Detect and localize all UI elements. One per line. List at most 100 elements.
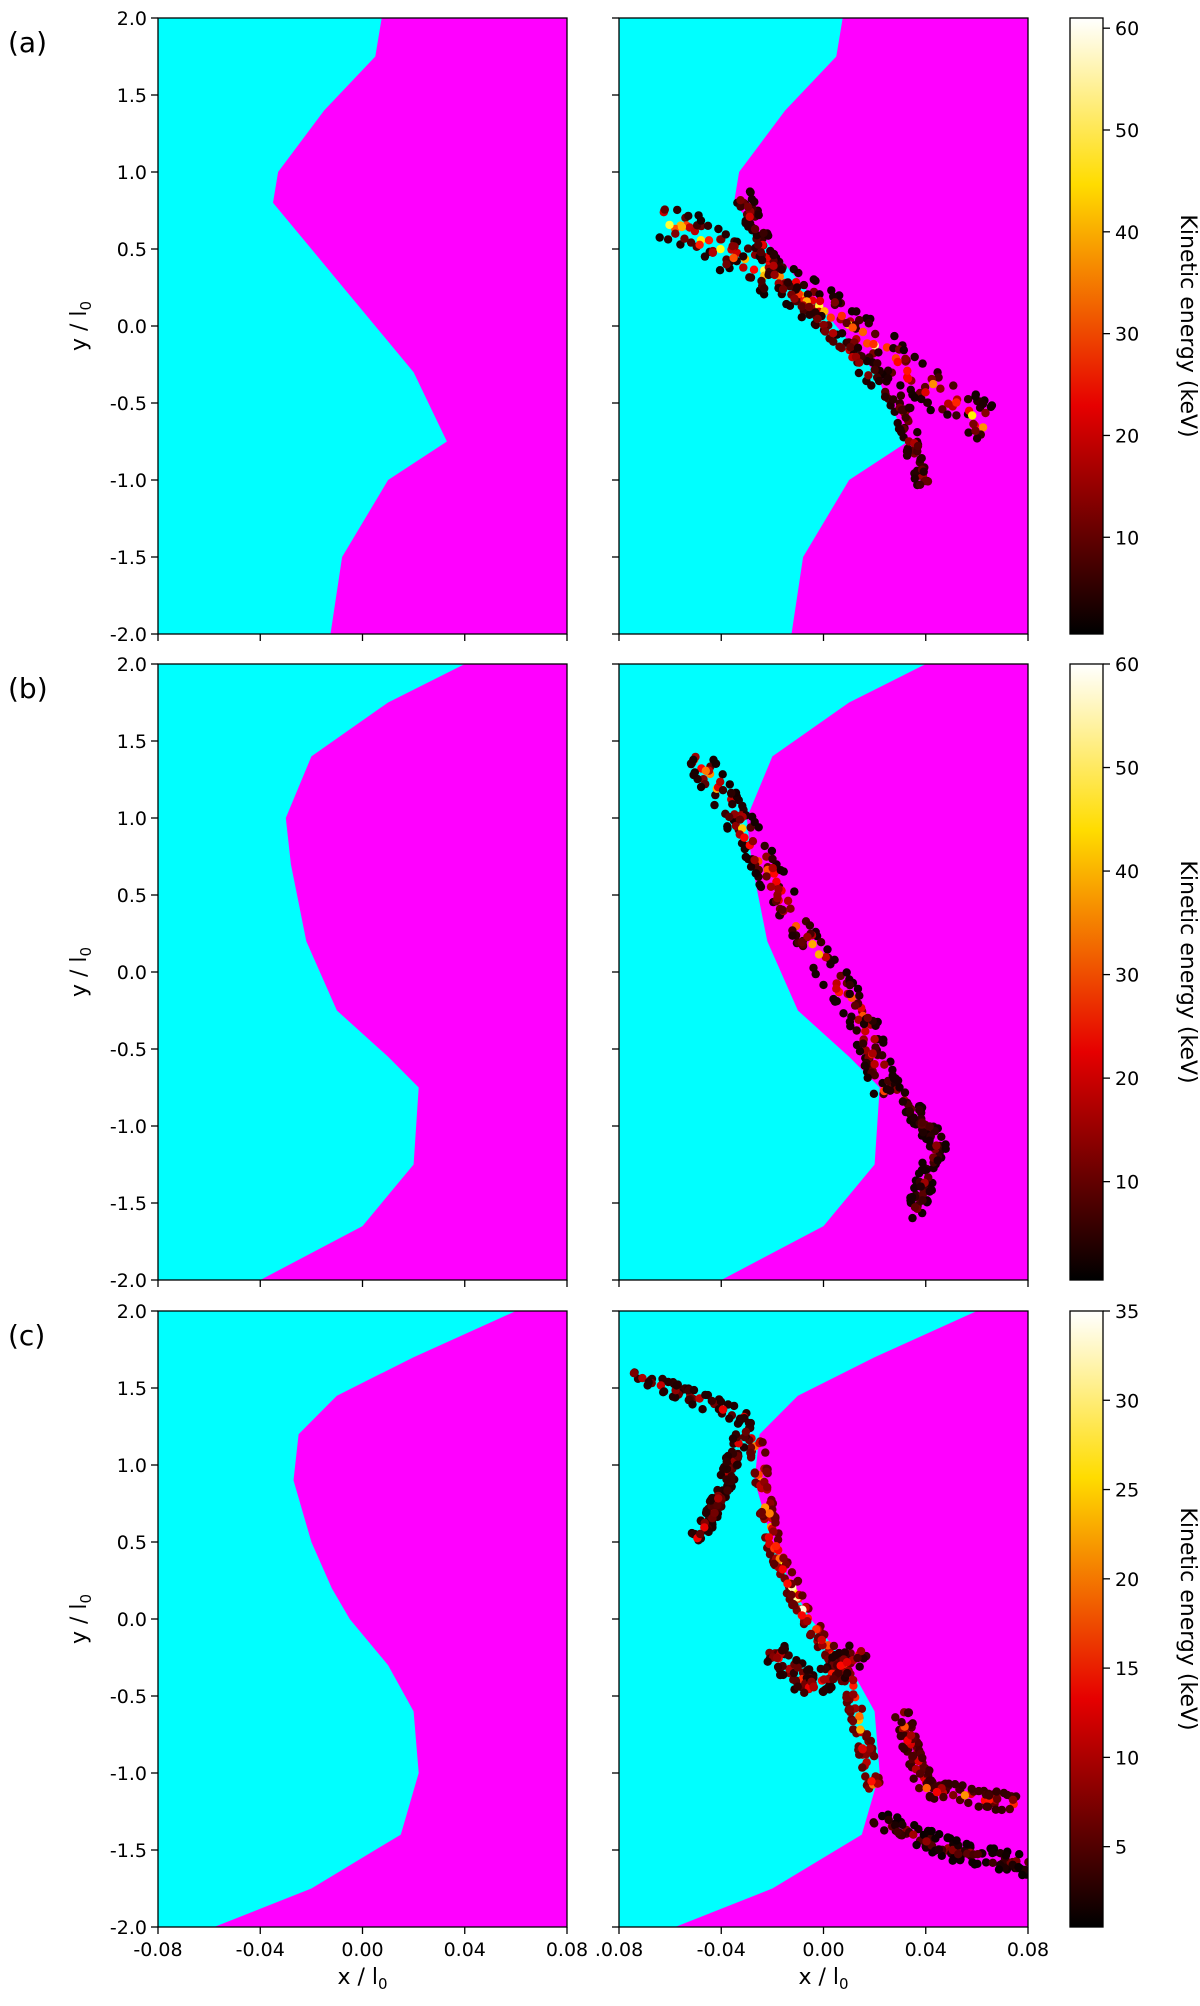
particle-point xyxy=(857,1704,867,1714)
particle-point xyxy=(983,1802,993,1812)
particle-point xyxy=(793,1576,803,1586)
particle-point xyxy=(846,343,855,352)
plot-area xyxy=(619,664,1028,1280)
particle-point xyxy=(783,896,793,905)
particle-point xyxy=(746,862,756,871)
particle-point xyxy=(952,411,961,420)
region-magenta xyxy=(721,664,1028,1280)
particle-point xyxy=(680,234,689,243)
particle-point xyxy=(811,969,820,979)
particle-point xyxy=(988,1858,997,1868)
particle-point xyxy=(862,1730,872,1739)
particle-point xyxy=(845,1705,855,1714)
y-axis-label: y / l0 xyxy=(67,301,95,351)
panel-3 xyxy=(612,663,1029,1287)
particle-point xyxy=(865,1744,875,1753)
particle-point xyxy=(789,265,798,274)
particle-point xyxy=(913,428,922,437)
particle-point xyxy=(978,399,988,409)
particle-point xyxy=(711,790,720,800)
particle-point xyxy=(988,1848,997,1858)
particle-point xyxy=(928,379,938,389)
particle-point xyxy=(701,1508,711,1518)
particle-point xyxy=(969,419,978,429)
particle-point xyxy=(721,230,730,239)
particle-point xyxy=(745,187,755,196)
particle-point xyxy=(750,224,760,234)
colorbar-label: Kinetic energy (keV) xyxy=(1175,1507,1200,1730)
particle-point xyxy=(939,1792,948,1802)
particle-point xyxy=(710,800,719,810)
particle-point xyxy=(772,877,781,886)
particle-point xyxy=(936,384,945,393)
particle-point xyxy=(800,1688,809,1698)
particle-point xyxy=(733,1460,742,1469)
particle-point xyxy=(644,1378,653,1387)
particle-point xyxy=(870,1060,879,1069)
particle-point xyxy=(921,388,930,397)
particle-point xyxy=(817,1635,826,1645)
particle-point xyxy=(1015,1850,1024,1859)
particle-point xyxy=(981,408,990,418)
colorbar-tick-label: 35 xyxy=(1115,1301,1139,1323)
particle-point xyxy=(629,1369,639,1378)
particle-point xyxy=(803,932,812,942)
particle-point xyxy=(797,302,806,311)
particle-point xyxy=(725,1414,734,1423)
particle-point xyxy=(846,1021,855,1031)
particle-point xyxy=(944,1779,953,1788)
particle-point xyxy=(880,1826,889,1835)
particle-point xyxy=(925,1136,934,1145)
particle-point xyxy=(671,229,680,238)
y-tick-label: -0.5 xyxy=(110,1686,147,1708)
particle-point xyxy=(858,1745,867,1754)
particle-point xyxy=(761,1448,770,1457)
particle-point xyxy=(805,921,815,930)
particle-point xyxy=(809,1682,818,1691)
particle-point xyxy=(864,371,873,380)
particle-point xyxy=(750,197,759,207)
particle-point xyxy=(763,1483,772,1492)
particle-point xyxy=(797,313,806,322)
particle-point xyxy=(709,755,718,764)
particle-point xyxy=(871,329,880,339)
particle-point xyxy=(710,1508,719,1518)
particle-point xyxy=(914,1169,924,1178)
particle-point xyxy=(984,1791,994,1800)
particle-point xyxy=(949,1791,958,1800)
particle-point xyxy=(762,872,771,881)
particle-point xyxy=(906,1720,916,1730)
particle-point xyxy=(908,1213,917,1223)
particle-point xyxy=(958,1781,967,1790)
particle-point xyxy=(727,788,736,798)
particle-point xyxy=(793,1682,802,1691)
particle-point xyxy=(686,238,696,247)
particle-point xyxy=(916,455,925,464)
particle-point xyxy=(766,882,776,891)
particle-point xyxy=(973,1850,982,1859)
particle-point xyxy=(789,1599,798,1609)
y-tick-label: -2.0 xyxy=(110,1270,147,1292)
particle-point xyxy=(849,1725,858,1734)
plot-area xyxy=(619,18,1028,634)
particle-point xyxy=(938,405,947,414)
particle-point xyxy=(805,302,814,312)
particle-point xyxy=(849,1690,858,1699)
particle-point xyxy=(787,1590,796,1600)
particle-point xyxy=(937,1851,946,1861)
colorbar-tick-label: 30 xyxy=(1115,324,1139,346)
particle-point xyxy=(906,1731,916,1740)
particle-point xyxy=(863,1013,872,1023)
particle-point xyxy=(832,984,841,993)
panel-0: 2.0 1.5 1.0 0.5 0.0 -0.5 -1.0 -1.5 -2.0 y / l0 xyxy=(67,8,568,646)
particle-point xyxy=(895,1083,904,1092)
particle-point xyxy=(923,477,933,486)
particle-point xyxy=(731,821,741,831)
panel-4: -0.08 -0.04 0.00 0.04 0.08 2.0 1.5 1.0 0.5 0.0 -0.… xyxy=(67,1301,588,1993)
particle-point xyxy=(854,368,864,378)
particle-point xyxy=(738,801,747,811)
particle-point xyxy=(882,1085,891,1094)
particle-point xyxy=(900,1744,909,1754)
particle-point xyxy=(948,1856,957,1865)
